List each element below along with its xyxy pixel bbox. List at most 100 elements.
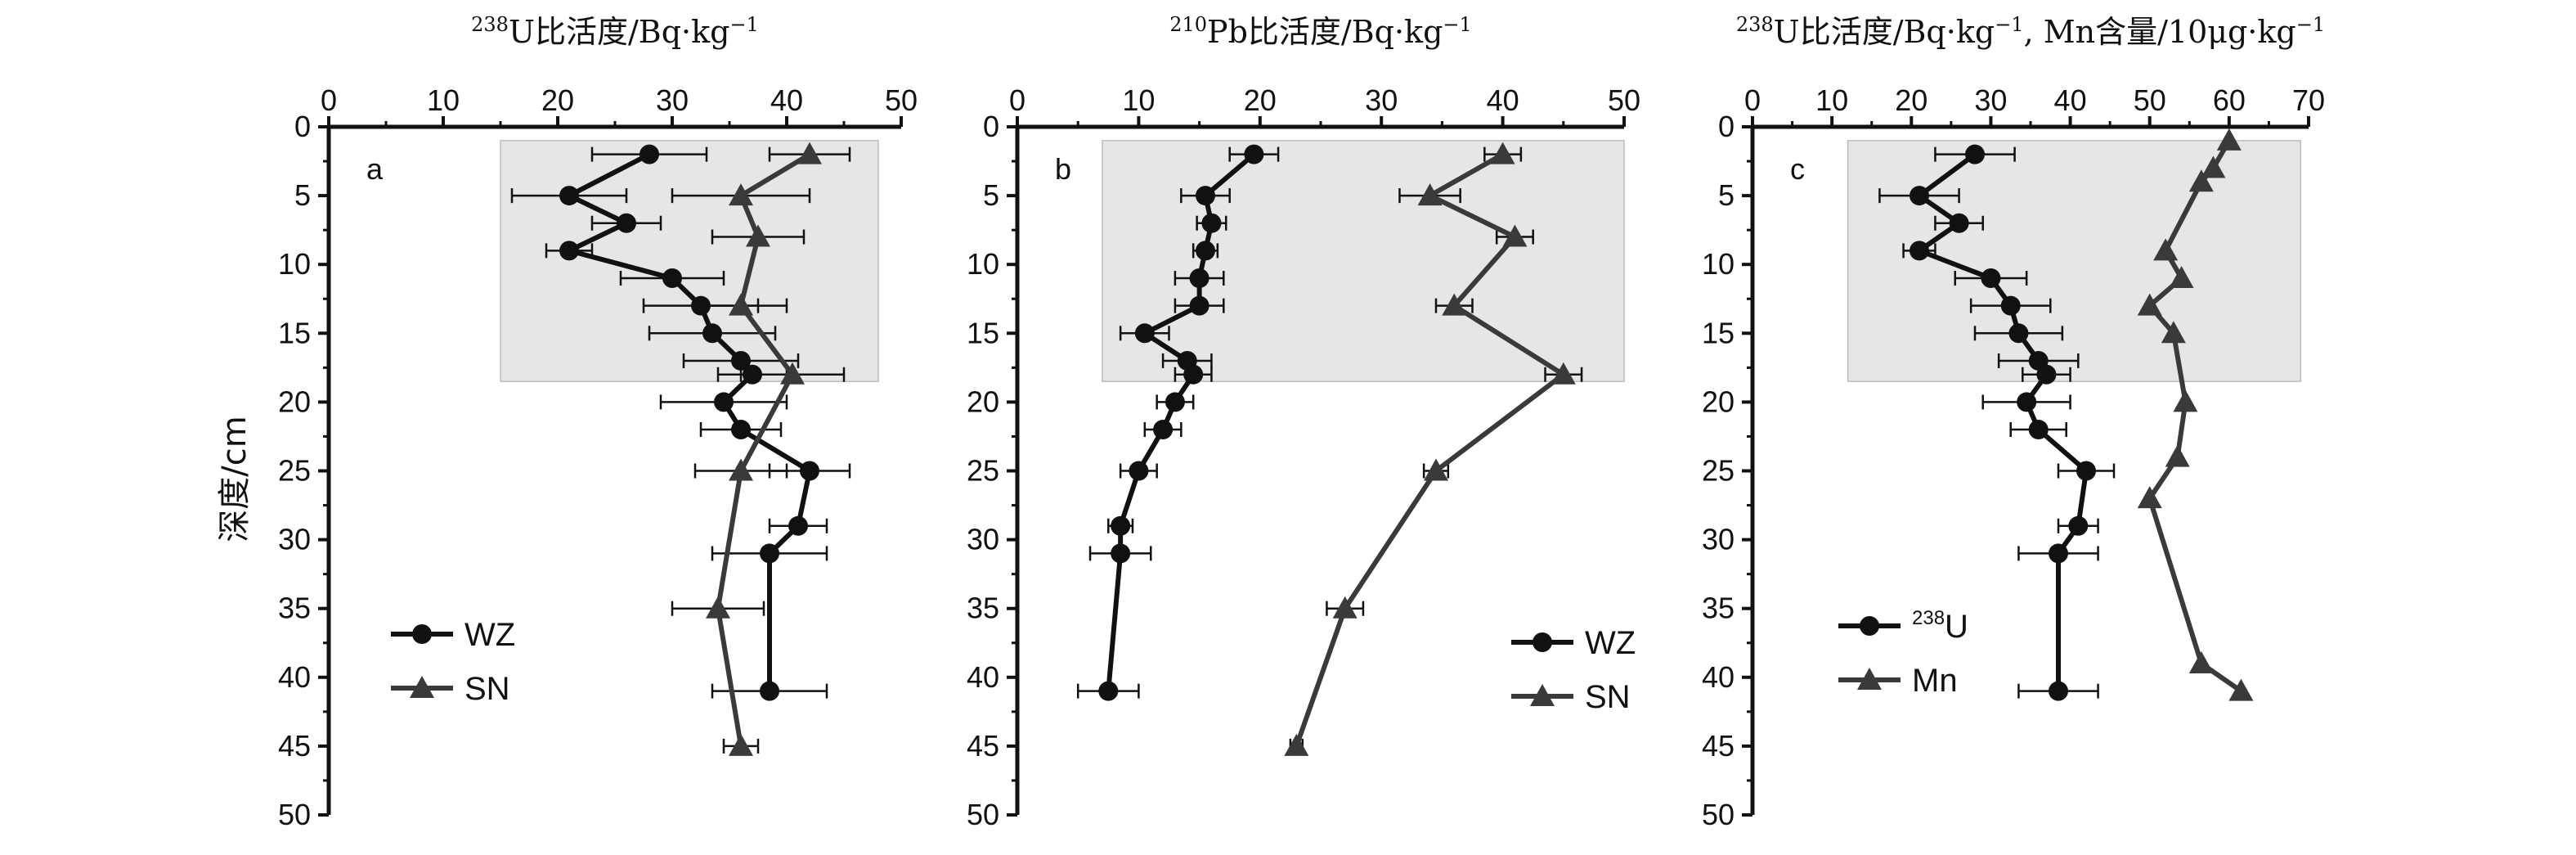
data-point [2165, 444, 2190, 467]
x-tick-label: 0 [1009, 83, 1025, 117]
data-point [2169, 266, 2194, 289]
y-tick-label: 40 [278, 660, 311, 694]
x-tick-label: 10 [427, 83, 460, 117]
data-point [731, 350, 751, 371]
series-mn [2137, 128, 2254, 701]
data-point [2153, 238, 2179, 261]
data-point [760, 543, 779, 564]
panel-c: 0 10 20 30 40 50 60 70 0 5 10 15 20 25 30 35 40 45 50 238U比… [1702, 13, 2325, 831]
data-point [2201, 155, 2226, 178]
data-point [640, 144, 659, 164]
legend: WZ SN [1511, 625, 1636, 715]
legend-marker [412, 624, 432, 644]
data-point [1111, 543, 1131, 564]
x-tick-label: 40 [1487, 83, 1519, 117]
data-point [706, 596, 730, 619]
y-tick-label: 45 [278, 729, 311, 763]
data-point [617, 213, 636, 233]
data-point [559, 241, 579, 261]
y-tick-label: 15 [1702, 316, 1735, 349]
y-tick-label: 45 [1702, 729, 1735, 763]
chart-title: 238U比活度/Bq·kg−1, Mn含量/10μg·kg−1 [1736, 13, 2325, 50]
y-tick-label: 0 [294, 110, 311, 143]
y-tick-label: 30 [278, 523, 311, 556]
data-point [1981, 268, 2001, 289]
legend-marker [1533, 632, 1552, 652]
data-point [2216, 128, 2242, 151]
y-tick-label: 35 [967, 592, 999, 625]
chart-title: 238U比活度/Bq·kg−1 [471, 13, 759, 50]
data-point [800, 461, 819, 481]
data-point [2049, 681, 2068, 701]
data-point [2228, 678, 2254, 701]
y-tick-label: 40 [1702, 660, 1735, 694]
x-tick-label: 50 [885, 83, 918, 117]
y-tick-label: 40 [967, 660, 999, 694]
shaded-region [1847, 140, 2302, 382]
data-point [1551, 362, 1576, 385]
data-point [1244, 144, 1264, 164]
data-point [1196, 241, 1216, 261]
y-tick-label: 10 [967, 247, 999, 281]
y-tick-label: 50 [1702, 798, 1735, 831]
data-point [788, 515, 808, 536]
y-tick-label: 25 [967, 454, 999, 488]
data-point [2028, 420, 2049, 440]
data-point [1910, 241, 1929, 261]
legend-label: SN [1585, 679, 1631, 715]
y-axis-label: 深度/cm [216, 416, 254, 542]
data-point [1490, 142, 1515, 164]
data-point [797, 142, 822, 164]
data-point [2068, 515, 2089, 536]
x-tick-label: 20 [541, 83, 574, 117]
x-tick-label: 60 [2213, 83, 2246, 117]
y-tick-label: 20 [278, 385, 311, 418]
y-tick-label: 10 [278, 247, 311, 281]
data-point [1201, 213, 1222, 233]
panel-a: 0 10 20 30 40 50 0 5 10 15 20 25 30 35 40 45 50 238U比活度/B… [216, 13, 918, 831]
legend-marker [410, 676, 434, 698]
x-tick-label: 50 [2134, 83, 2166, 117]
data-point [1189, 268, 1209, 289]
data-point [1332, 596, 1358, 619]
data-point [1965, 144, 1985, 164]
y-tick-label: 20 [967, 385, 999, 418]
data-point [731, 420, 751, 440]
y-tick-label: 0 [983, 110, 999, 143]
data-point [1196, 186, 1216, 206]
legend-marker [1860, 616, 1879, 636]
data-point [714, 392, 734, 412]
data-point [1284, 733, 1309, 756]
data-point [1165, 392, 1185, 412]
series-u [1878, 144, 2116, 701]
legend-label: 238U [1912, 607, 1968, 645]
y-tick-label: 45 [967, 729, 999, 763]
x-tick-label: 20 [1895, 83, 1928, 117]
legend-label: Mn [1912, 663, 1958, 699]
x-tick-label: 10 [1122, 83, 1155, 117]
data-point [729, 733, 753, 756]
data-point [2161, 321, 2186, 344]
data-point [1189, 295, 1209, 316]
panel-letter: b [1055, 152, 1071, 186]
x-tick-label: 0 [321, 83, 337, 117]
data-point [1910, 186, 1929, 206]
y-tick-label: 5 [294, 178, 311, 212]
panel-letter: c [1790, 152, 1805, 186]
data-point [1111, 515, 1131, 536]
data-point [662, 268, 682, 289]
chart-title: 210Pb比活度/Bq·kg−1 [1169, 13, 1472, 50]
panel-b: 0 10 20 30 40 50 0 5 10 15 20 25 30 35 40 45 50 210Pb比活度/… [967, 13, 1640, 831]
data-point [2017, 392, 2037, 412]
x-tick-label: 40 [2054, 83, 2087, 117]
legend-label: SN [464, 671, 510, 707]
legend: 238U Mn [1838, 607, 1968, 699]
series-wz [1076, 144, 1280, 701]
data-point [780, 362, 805, 385]
data-point [1949, 213, 1969, 233]
x-tick-label: 10 [1815, 83, 1848, 117]
data-point [1153, 420, 1174, 440]
y-tick-label: 0 [1718, 110, 1735, 143]
series-sn [671, 142, 851, 756]
legend-marker [1530, 684, 1555, 706]
